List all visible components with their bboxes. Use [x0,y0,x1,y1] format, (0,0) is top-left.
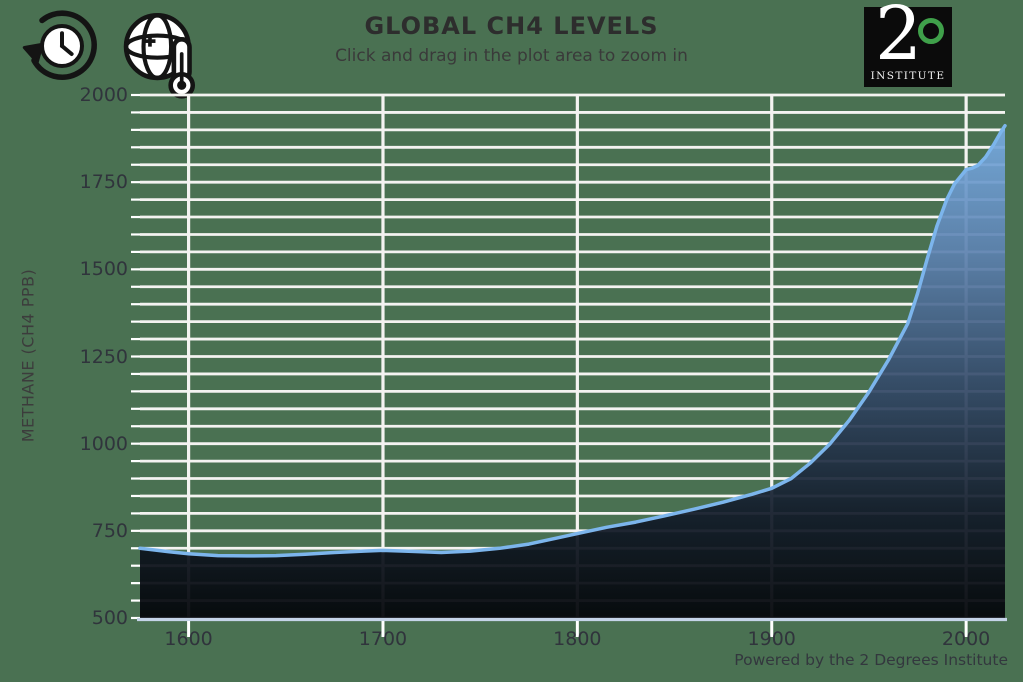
area-fill [140,125,1005,618]
y-tick-label: 1500 [79,258,128,281]
globe-thermometer-icon[interactable] [114,8,208,100]
series-line [138,123,1007,558]
x-tick-label: 1800 [553,628,602,650]
y-tick-label: 1750 [79,171,128,194]
logo-word: INSTITUTE [870,70,946,82]
x-tick-label: 1600 [164,628,213,650]
institute-logo[interactable]: 2 INSTITUTE [864,0,952,87]
history-clock-icon[interactable] [16,6,100,86]
logo-number: 2 [875,0,923,77]
x-tick-label: 1900 [747,628,796,650]
y-tick-label: 1250 [79,345,128,368]
y-tick-label: 750 [91,519,128,542]
x-tick-label: 1700 [358,628,408,650]
credit-text[interactable]: Powered by the 2 Degrees Institute [734,651,1008,669]
y-tick-label: 500 [91,607,128,629]
degree-symbol-icon [918,18,944,44]
y-tick-label: 1000 [79,432,128,455]
y-tick-label: 2000 [79,84,128,106]
x-tick-label: 2000 [941,628,991,650]
